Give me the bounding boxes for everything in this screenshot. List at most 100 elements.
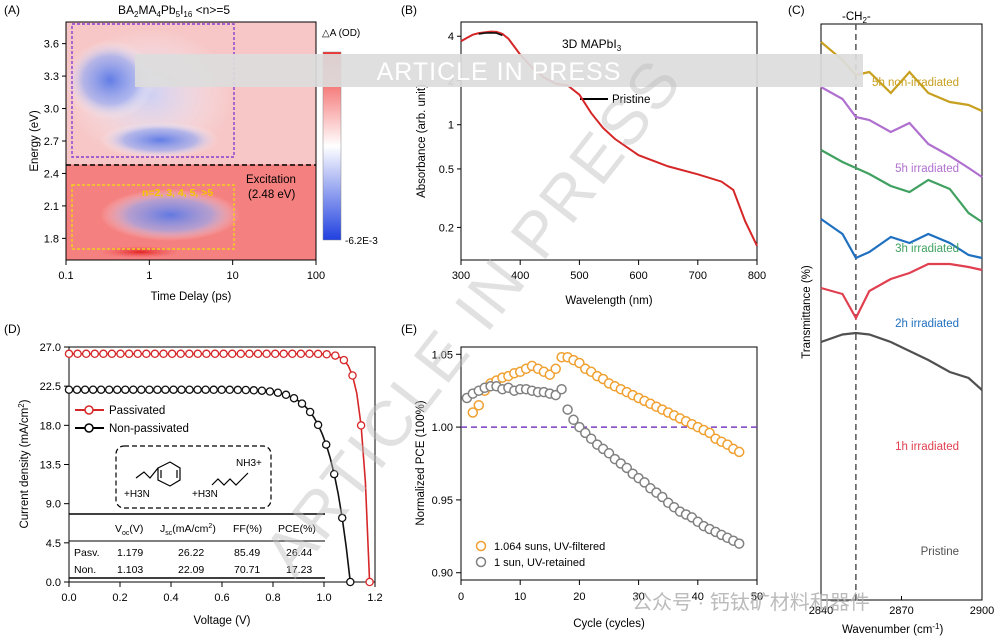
x-tick-label: 0.1 <box>58 270 73 282</box>
jv-point <box>365 577 374 587</box>
ftir-label: 2h irradiated <box>895 318 959 330</box>
jv-point <box>279 349 288 359</box>
y-tick-label: 27.0 <box>40 342 61 354</box>
panel-d-tag: (D) <box>4 322 21 336</box>
y-tick-label: 3.0 <box>44 104 59 116</box>
x-tick-label: 50 <box>751 591 763 603</box>
table-header-pce: PCE(%) <box>278 523 316 535</box>
y-tick-label: 1.05 <box>432 349 453 361</box>
ftir-label: 5h irradiated <box>895 163 959 175</box>
y-tick-label: 0.90 <box>432 568 453 580</box>
x-tick-label: 10 <box>227 270 239 282</box>
x-tick-label: 1 <box>146 270 152 282</box>
article-in-press-banner-text: ARTICLE IN PRESS <box>377 58 622 86</box>
molecule-2-ammonium: NH3+ <box>236 458 262 469</box>
y-tick-label: 3.3 <box>44 71 59 83</box>
jv-point <box>265 387 275 396</box>
stability-point-0 <box>467 407 479 418</box>
panel-e-tag: (E) <box>401 322 417 336</box>
phenylethylammonium-structure <box>135 461 181 487</box>
ftir-curve-1 <box>820 86 983 178</box>
jv-point <box>193 349 203 359</box>
jv-point <box>145 385 154 394</box>
x-tick-label: 400 <box>511 270 529 282</box>
table-cell-ff: 85.49 <box>234 547 260 559</box>
molecule-2-ammonium-end: +H3N <box>192 489 218 500</box>
jv-point <box>225 385 234 395</box>
panel-c: (C) -CH2- 5h non-irradiated 5h irradiated… <box>788 3 994 636</box>
jv-point <box>305 407 315 417</box>
jv-point <box>73 349 82 359</box>
panel-b-ylabel: Absorbance (arb. unit) <box>416 84 428 198</box>
x-tick-label: 1.0 <box>316 592 331 604</box>
y-tick-label: 2.1 <box>44 201 59 213</box>
jv-point <box>249 386 259 395</box>
jv-point <box>321 440 331 449</box>
ftir-curves <box>820 41 983 391</box>
n-phase-label: n=2, 3, 4, 5, >5 <box>142 187 213 199</box>
x-tick-label: 700 <box>689 270 707 282</box>
jv-point <box>133 349 142 359</box>
panel-c-ylabel: Transmittance (%) <box>801 265 813 359</box>
ftir-curve-4 <box>820 262 983 321</box>
x-tick-label: 0.8 <box>265 592 280 604</box>
colorbar <box>322 51 342 241</box>
y-tick-label: 1.00 <box>432 422 453 434</box>
jv-point <box>142 349 151 359</box>
wechat-watermark: 公众号 · 钙钛矿材料和器件 <box>632 591 870 614</box>
ftir-label: 5h non-irradiated <box>872 77 959 89</box>
jv-point <box>185 385 194 394</box>
molecule-box <box>115 445 272 509</box>
jv-point <box>241 385 251 395</box>
jv-point <box>296 349 306 359</box>
jv-point <box>153 385 162 394</box>
jv-point <box>356 421 366 430</box>
legend-passivated-label: Passivated <box>109 405 165 417</box>
table-header-jsc: Jsc(mA/cm2) <box>160 523 216 537</box>
panel-b-tag: (B) <box>401 3 417 17</box>
panel-a-y-axis: 3.6 3.3 3.0 2.7 2.4 2.1 1.8 <box>44 39 66 245</box>
x-tick-label: 2870 <box>889 605 913 617</box>
jv-point <box>177 385 186 394</box>
table-header-ff: FF(%) <box>233 523 262 535</box>
jv-point <box>313 420 323 430</box>
panel-d-ylabel: Current density (mA/cm2) <box>17 399 31 528</box>
jv-point <box>193 385 202 394</box>
bulk-region-box <box>71 23 235 158</box>
y-tick-label: 13.5 <box>40 460 61 472</box>
jv-point <box>305 349 314 359</box>
panel-c-frame <box>820 23 983 601</box>
colorbar-title: △A (OD) <box>322 28 360 39</box>
article-in-press-banner <box>135 54 863 87</box>
y-tick-label: 4.5 <box>46 538 61 550</box>
panel-c-tag: (C) <box>788 3 805 17</box>
stability-point-0 <box>550 363 561 375</box>
jv-point <box>201 385 210 394</box>
legend-uv-retained-marker <box>475 556 487 568</box>
jv-point <box>346 577 355 587</box>
panel-e-ylabel: Normalized PCE (100%) <box>415 400 427 525</box>
x-tick-label: 100 <box>307 270 325 282</box>
ftir-label: 3h irradiated <box>895 243 959 255</box>
stability-point-1 <box>562 404 573 415</box>
y-tick-label: 2.7 <box>44 136 59 148</box>
y-tick-label: 1 <box>448 120 454 132</box>
jv-point <box>289 393 299 403</box>
jv-point <box>273 388 283 397</box>
jv-point <box>313 349 323 359</box>
x-tick-label: 300 <box>452 270 470 282</box>
y-tick-label: 0.95 <box>432 495 453 507</box>
table-cell-ff: 70.71 <box>234 564 260 576</box>
molecule-1-ammonium: +H3N <box>124 489 150 500</box>
stability-points <box>461 351 745 549</box>
x-tick-label: 800 <box>748 270 766 282</box>
panel-b-frame <box>460 21 758 261</box>
table-row-label: Pasv. <box>74 547 99 559</box>
jv-point <box>64 385 74 394</box>
x-tick-label: 40 <box>692 591 704 603</box>
stability-point-1 <box>556 383 567 395</box>
heatmap-bleach-upper <box>65 40 155 120</box>
stability-point-1 <box>568 414 579 426</box>
stability-point-0 <box>473 400 485 411</box>
